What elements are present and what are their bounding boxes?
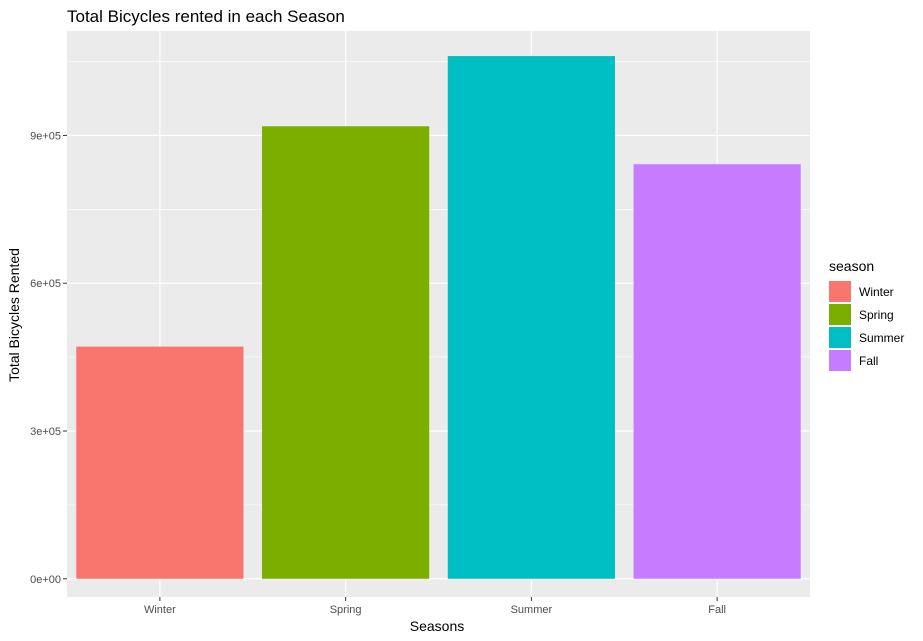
x-axis-title: Seasons (410, 618, 464, 634)
chart-title: Total Bicycles rented in each Season (67, 7, 345, 26)
y-tick-label: 9e+05 (30, 130, 61, 142)
bar-winter (76, 346, 244, 579)
y-tick-label: 3e+05 (30, 426, 61, 438)
bar-spring (262, 126, 430, 579)
bars (76, 56, 801, 579)
legend-title: season (829, 258, 874, 274)
y-axis-title: Total Bicycles Rented (6, 248, 22, 382)
bar-summer (447, 56, 615, 579)
y-tick-label: 6e+05 (30, 278, 61, 290)
y-tick-label: 0e+00 (30, 574, 61, 586)
x-tick-label: Winter (144, 604, 176, 616)
legend-key-spring (829, 304, 851, 325)
legend-key-winter (829, 281, 851, 302)
legend: season Winter Spring Summer Fall (829, 258, 904, 371)
legend-label: Summer (859, 331, 904, 345)
bar-fall (633, 164, 801, 579)
legend-label: Winter (859, 285, 894, 299)
legend-label: Spring (859, 308, 894, 322)
x-axis: Winter Spring Summer Fall (144, 597, 726, 616)
x-tick-label: Summer (511, 604, 553, 616)
legend-key-fall (829, 350, 851, 371)
legend-label: Fall (859, 354, 878, 368)
y-axis: 0e+00 3e+05 6e+05 9e+05 (30, 130, 67, 586)
legend-key-summer (829, 327, 851, 348)
x-tick-label: Spring (330, 604, 362, 616)
x-tick-label: Fall (708, 604, 726, 616)
